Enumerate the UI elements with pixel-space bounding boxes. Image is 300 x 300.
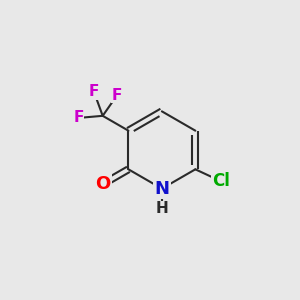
Text: Cl: Cl [212, 172, 230, 190]
Text: F: F [88, 84, 99, 99]
Text: O: O [95, 175, 110, 193]
Text: F: F [112, 88, 122, 103]
Text: N: N [154, 180, 169, 198]
Text: H: H [155, 201, 168, 216]
Text: F: F [73, 110, 84, 125]
